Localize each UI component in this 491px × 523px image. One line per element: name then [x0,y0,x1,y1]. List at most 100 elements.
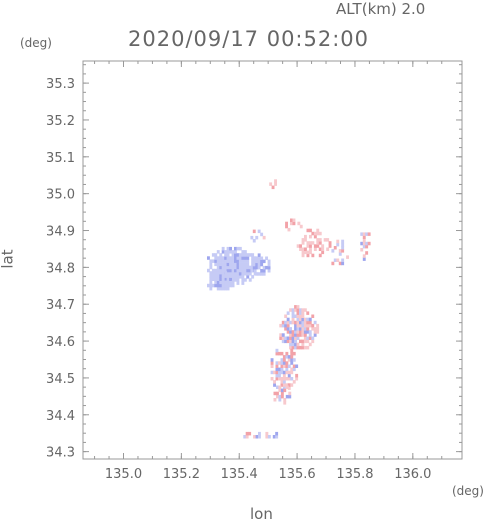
radar-cell [338,249,342,253]
x-axis-unit: (deg) [452,484,484,498]
radar-cell [295,364,299,368]
radar-cell [214,262,218,267]
radar-cell [333,258,337,262]
radar-cell [281,336,285,340]
radar-cell [209,283,213,288]
radar-cell [299,308,302,312]
radar-cell [243,435,247,439]
radar-cell [246,275,250,279]
radar-cell [309,247,312,251]
radar-cell [209,274,213,278]
radar-cell [331,261,335,266]
radar-cell [279,333,283,337]
radar-cell [241,275,245,279]
radar-cell [231,283,235,288]
x-axis-label: lon [250,505,273,523]
radar-cell [308,320,312,325]
radar-cell [336,242,340,247]
radar-cell [318,241,322,245]
radar-cell [243,265,247,270]
radar-cell [362,257,366,261]
radar-cell [224,280,228,285]
radar-cell [313,320,317,325]
radar-cell [306,241,310,245]
x-tick-label: 135.2 [163,467,200,482]
radar-cell [284,327,288,331]
radar-cell [285,370,289,375]
radar-cell [294,308,297,312]
radar-cell [221,283,225,288]
radar-cell [214,280,218,285]
radar-cell [238,259,242,263]
radar-cell [224,250,228,254]
radar-cell [248,265,252,270]
radar-cell [226,278,230,282]
radar-cell [306,320,310,325]
radar-cell [260,259,264,264]
radar-cell [299,345,302,350]
radar-cell [289,336,292,340]
radar-cell [275,370,279,375]
radar-cell [209,259,213,263]
radar-cell [279,323,283,328]
radar-cell [292,380,296,384]
radar-cell [226,274,230,278]
radar-cell [282,373,286,378]
radar-cell [248,253,252,257]
radar-cell [236,246,240,251]
radar-cell [214,259,218,263]
radar-cell [245,435,249,439]
radar-cell [221,259,225,263]
radar-cell [241,272,245,276]
radar-cell [336,239,340,244]
radar-cell [291,330,295,334]
radar-cell [246,256,250,260]
radar-cell [301,330,305,334]
radar-cell [306,317,310,322]
radar-cell [289,342,292,347]
radar-cell [287,227,291,232]
radar-cell [211,268,215,273]
radar-cell [299,320,302,325]
radar-cell [289,345,292,350]
radar-cell [248,268,252,273]
radar-cell [275,364,279,368]
x-tick-label: 135.6 [278,467,315,482]
radar-cell [260,269,264,273]
radar-cell [280,391,284,396]
radar-cell [296,308,300,312]
radar-cell [289,320,292,325]
radar-cell [229,246,232,251]
radar-cell [226,259,230,263]
radar-cell [248,431,252,436]
radar-cell [241,259,245,263]
radar-cell [290,370,294,375]
radar-cell [304,247,307,251]
radar-cell [306,323,310,328]
radar-cell [287,377,291,381]
radar-cell [272,435,276,439]
radar-cell [221,262,225,267]
radar-cell [281,333,285,337]
radar-cell [291,342,295,347]
radar-cell [231,274,235,278]
x-tick-label: 135.8 [336,467,373,482]
radar-cell [341,261,345,266]
radar-cell [211,274,215,278]
radar-cell [291,345,295,350]
radar-cell [313,327,317,331]
radar-cell [328,244,332,248]
radar-cell [274,182,277,186]
radar-cell [311,231,315,236]
radar-cell [285,355,289,359]
radar-cell [260,262,264,267]
radar-cell [253,268,257,273]
radar-cell [304,250,307,255]
radar-cell [338,252,342,256]
radar-cell [229,259,232,263]
radar-cell [362,232,366,236]
radar-cell [255,435,259,439]
radar-cell [296,336,300,340]
y-tick-label: 35.0 [46,188,75,203]
radar-cell [303,330,307,334]
